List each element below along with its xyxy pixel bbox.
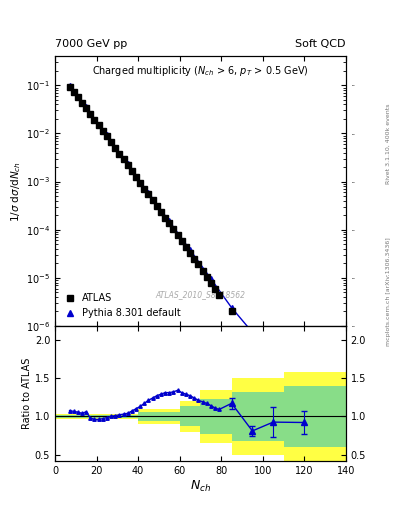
Pythia 8.301 default <box>67 82 72 89</box>
ATLAS <box>67 84 72 90</box>
ATLAS <box>171 226 176 232</box>
ATLAS <box>92 117 97 123</box>
ATLAS <box>200 268 205 274</box>
ATLAS <box>117 151 122 157</box>
Pythia 8.301 default <box>302 385 307 391</box>
Text: Rivet 3.1.10, 400k events: Rivet 3.1.10, 400k events <box>386 103 391 184</box>
ATLAS <box>80 100 84 106</box>
ATLAS <box>159 209 163 215</box>
Pythia 8.301 default <box>229 305 234 311</box>
ATLAS <box>130 168 134 174</box>
Pythia 8.301 default <box>208 275 213 282</box>
Text: 7000 GeV pp: 7000 GeV pp <box>55 38 127 49</box>
ATLAS <box>109 139 114 145</box>
ATLAS <box>88 111 93 117</box>
ATLAS <box>175 232 180 238</box>
X-axis label: $N_{ch}$: $N_{ch}$ <box>190 478 211 494</box>
Text: Soft QCD: Soft QCD <box>296 38 346 49</box>
ATLAS <box>150 197 155 203</box>
ATLAS <box>184 244 188 250</box>
ATLAS <box>250 332 255 338</box>
Pythia 8.301 default <box>125 161 130 167</box>
ATLAS <box>179 238 184 244</box>
ATLAS <box>72 89 76 95</box>
ATLAS <box>146 191 151 198</box>
ATLAS <box>271 356 275 362</box>
ATLAS <box>96 122 101 129</box>
Text: mcplots.cern.ch [arXiv:1306.3436]: mcplots.cern.ch [arXiv:1306.3436] <box>386 238 391 346</box>
Pythia 8.301 default <box>146 190 151 196</box>
ATLAS <box>192 255 196 262</box>
ATLAS <box>208 280 213 286</box>
ATLAS <box>121 156 126 162</box>
ATLAS <box>163 215 167 221</box>
Legend: ATLAS, Pythia 8.301 default: ATLAS, Pythia 8.301 default <box>60 290 184 321</box>
Text: ATLAS_2010_S8918562: ATLAS_2010_S8918562 <box>155 290 246 299</box>
ATLAS <box>75 94 80 100</box>
Pythia 8.301 default <box>167 218 172 224</box>
Y-axis label: Ratio to ATLAS: Ratio to ATLAS <box>22 358 32 429</box>
ATLAS <box>217 292 222 298</box>
Pythia 8.301 default <box>105 132 109 138</box>
ATLAS <box>323 411 327 417</box>
ATLAS <box>188 250 193 256</box>
Line: ATLAS: ATLAS <box>67 84 328 417</box>
Pythia 8.301 default <box>188 247 193 253</box>
ATLAS <box>113 145 118 151</box>
ATLAS <box>167 220 172 226</box>
Pythia 8.301 default <box>271 355 275 361</box>
ATLAS <box>125 162 130 168</box>
ATLAS <box>138 180 143 186</box>
Line: Pythia 8.301 default: Pythia 8.301 default <box>67 83 307 391</box>
ATLAS <box>84 105 88 112</box>
ATLAS <box>196 261 201 267</box>
Pythia 8.301 default <box>84 104 88 110</box>
ATLAS <box>142 186 147 192</box>
ATLAS <box>105 133 109 139</box>
Y-axis label: 1/$\sigma$ d$\sigma$/d$N_{ch}$: 1/$\sigma$ d$\sigma$/d$N_{ch}$ <box>9 161 23 222</box>
ATLAS <box>229 308 234 314</box>
ATLAS <box>213 286 217 292</box>
ATLAS <box>302 383 307 390</box>
ATLAS <box>101 127 105 134</box>
ATLAS <box>204 274 209 280</box>
ATLAS <box>134 174 138 180</box>
Pythia 8.301 default <box>250 329 255 335</box>
Text: Charged multiplicity ($N_{ch}$ > 6, $p_T$ > 0.5 GeV): Charged multiplicity ($N_{ch}$ > 6, $p_T… <box>92 65 309 78</box>
ATLAS <box>154 203 159 209</box>
